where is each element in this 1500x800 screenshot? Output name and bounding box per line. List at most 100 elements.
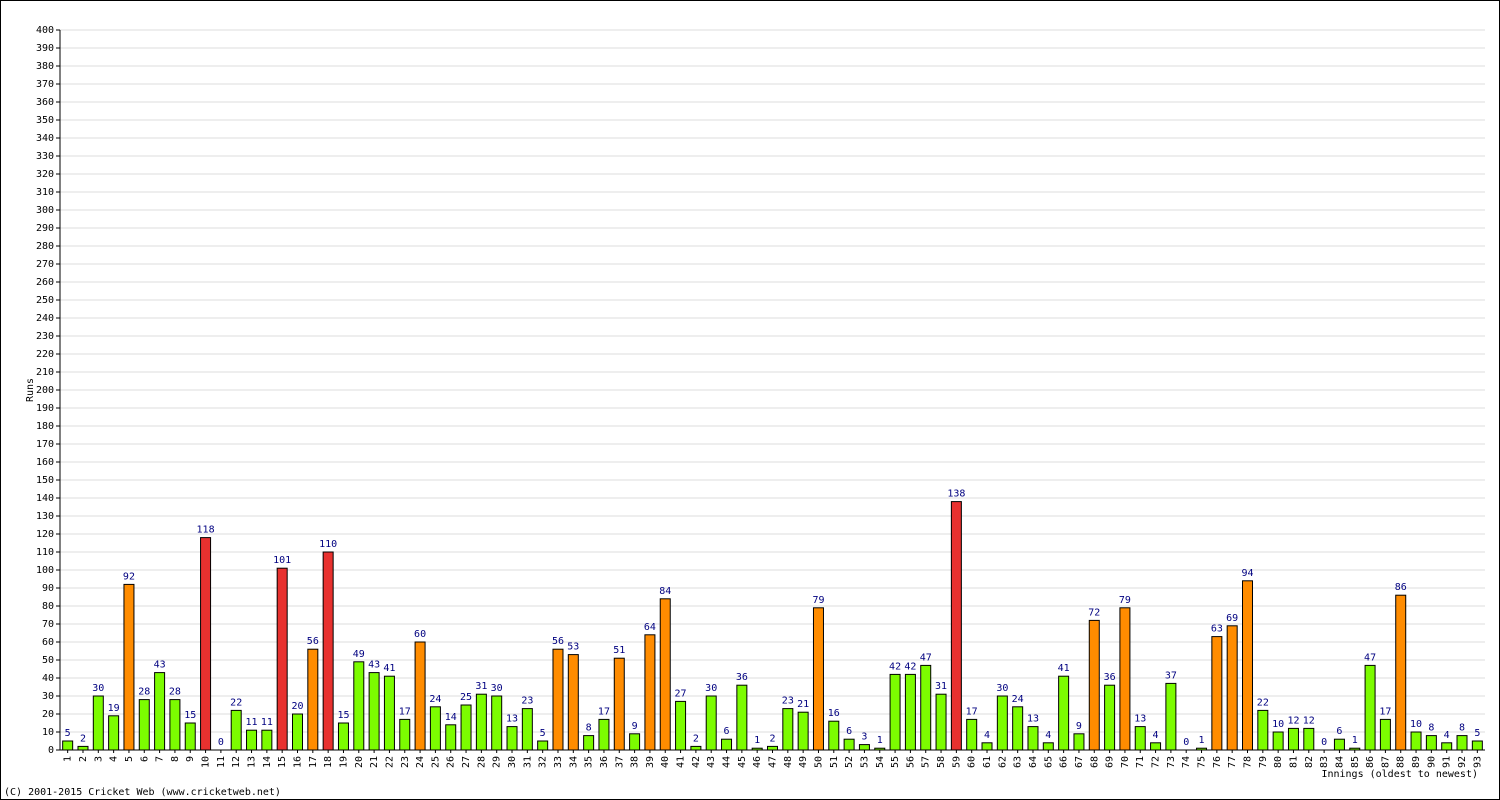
y-tick-label: 50 [42, 655, 54, 666]
value-label: 4 [1153, 730, 1159, 741]
bar [1410, 731, 1422, 751]
x-tick-label: 53 [859, 756, 870, 768]
x-tick-label: 43 [706, 756, 717, 768]
value-label: 69 [1226, 613, 1238, 624]
bar [1119, 607, 1131, 751]
x-tick-label: 38 [630, 756, 641, 768]
value-label: 23 [521, 696, 533, 707]
y-tick-label: 130 [36, 511, 54, 522]
value-label: 12 [1287, 715, 1299, 726]
y-tick-label: 340 [36, 133, 54, 144]
y-tick-label: 240 [36, 313, 54, 324]
value-label: 86 [1395, 582, 1407, 593]
x-tick-label: 65 [1043, 756, 1054, 768]
y-tick-label: 210 [36, 367, 54, 378]
value-label: 23 [782, 696, 794, 707]
value-label: 0 [1183, 737, 1189, 748]
value-label: 10 [1272, 719, 1284, 730]
x-tick-label: 75 [1197, 756, 1208, 768]
bar [475, 693, 487, 751]
value-label: 15 [184, 710, 196, 721]
x-tick-label: 91 [1442, 756, 1453, 768]
bar [812, 607, 824, 751]
x-tick-label: 92 [1457, 756, 1468, 768]
y-tick-label: 380 [36, 61, 54, 72]
bar [200, 537, 212, 751]
value-label: 6 [724, 726, 730, 737]
x-tick-label: 3 [93, 756, 104, 762]
value-label: 10 [1410, 719, 1422, 730]
value-label: 30 [491, 683, 503, 694]
bar [537, 740, 549, 751]
x-tick-label: 81 [1288, 756, 1299, 768]
y-tick-label: 10 [42, 727, 54, 738]
value-label: 43 [154, 660, 166, 671]
value-label: 138 [947, 489, 965, 500]
bar [521, 708, 533, 751]
y-tick-label: 190 [36, 403, 54, 414]
x-tick-label: 39 [645, 756, 656, 768]
value-label: 30 [705, 683, 717, 694]
bar [782, 708, 794, 751]
x-tick-label: 47 [768, 756, 779, 768]
x-tick-label: 21 [369, 756, 380, 768]
x-tick-label: 62 [997, 756, 1008, 768]
y-tick-label: 260 [36, 277, 54, 288]
value-label: 3 [861, 732, 867, 743]
y-tick-label: 370 [36, 79, 54, 90]
footer: (C) 2001-2015 Cricket Web (www.cricketwe… [4, 787, 281, 798]
x-tick-label: 83 [1319, 756, 1330, 768]
x-tick-label: 49 [798, 756, 809, 768]
value-label: 8 [1459, 723, 1465, 734]
value-label: 0 [218, 737, 224, 748]
bar [1349, 747, 1361, 751]
x-tick-label: 63 [1013, 756, 1024, 768]
bar [62, 740, 74, 751]
bar [935, 693, 947, 751]
value-label: 5 [1474, 728, 1480, 739]
y-tick-label: 180 [36, 421, 54, 432]
bar [460, 704, 472, 751]
y-tick-label: 400 [36, 25, 54, 36]
bar [889, 673, 901, 751]
value-label: 5 [540, 728, 546, 739]
value-label: 13 [506, 714, 518, 725]
y-tick-label: 290 [36, 223, 54, 234]
bar [767, 745, 778, 751]
value-label: 11 [246, 717, 258, 728]
bar [506, 726, 518, 751]
value-label: 27 [675, 688, 687, 699]
bar [843, 738, 855, 751]
y-tick-label: 120 [36, 529, 54, 540]
y-tick-label: 40 [42, 673, 54, 684]
x-tick-label: 72 [1151, 756, 1162, 768]
bar [123, 583, 135, 751]
bar [736, 684, 748, 751]
value-label: 2 [693, 733, 699, 744]
y-tick-label: 160 [36, 457, 54, 468]
x-tick-label: 27 [461, 756, 472, 768]
x-tick-label: 42 [691, 756, 702, 768]
bar [307, 648, 319, 751]
bar [108, 715, 120, 751]
bar [1073, 733, 1085, 751]
bar [721, 738, 733, 751]
y-tick-label: 310 [36, 187, 54, 198]
value-label: 4 [1045, 730, 1051, 741]
y-tick-label: 360 [36, 97, 54, 108]
value-label: 0 [1321, 737, 1327, 748]
bar [184, 722, 196, 751]
bar [1027, 726, 1039, 751]
bar [337, 722, 349, 751]
x-tick-label: 16 [293, 756, 304, 768]
bar [1104, 684, 1116, 751]
value-label: 8 [586, 723, 592, 734]
x-tick-label: 35 [584, 756, 595, 768]
bar [1395, 594, 1407, 751]
y-tick-label: 330 [36, 151, 54, 162]
y-tick-label: 300 [36, 205, 54, 216]
x-tick-label: 52 [844, 756, 855, 768]
bar [1150, 742, 1162, 751]
bar [1088, 619, 1100, 751]
